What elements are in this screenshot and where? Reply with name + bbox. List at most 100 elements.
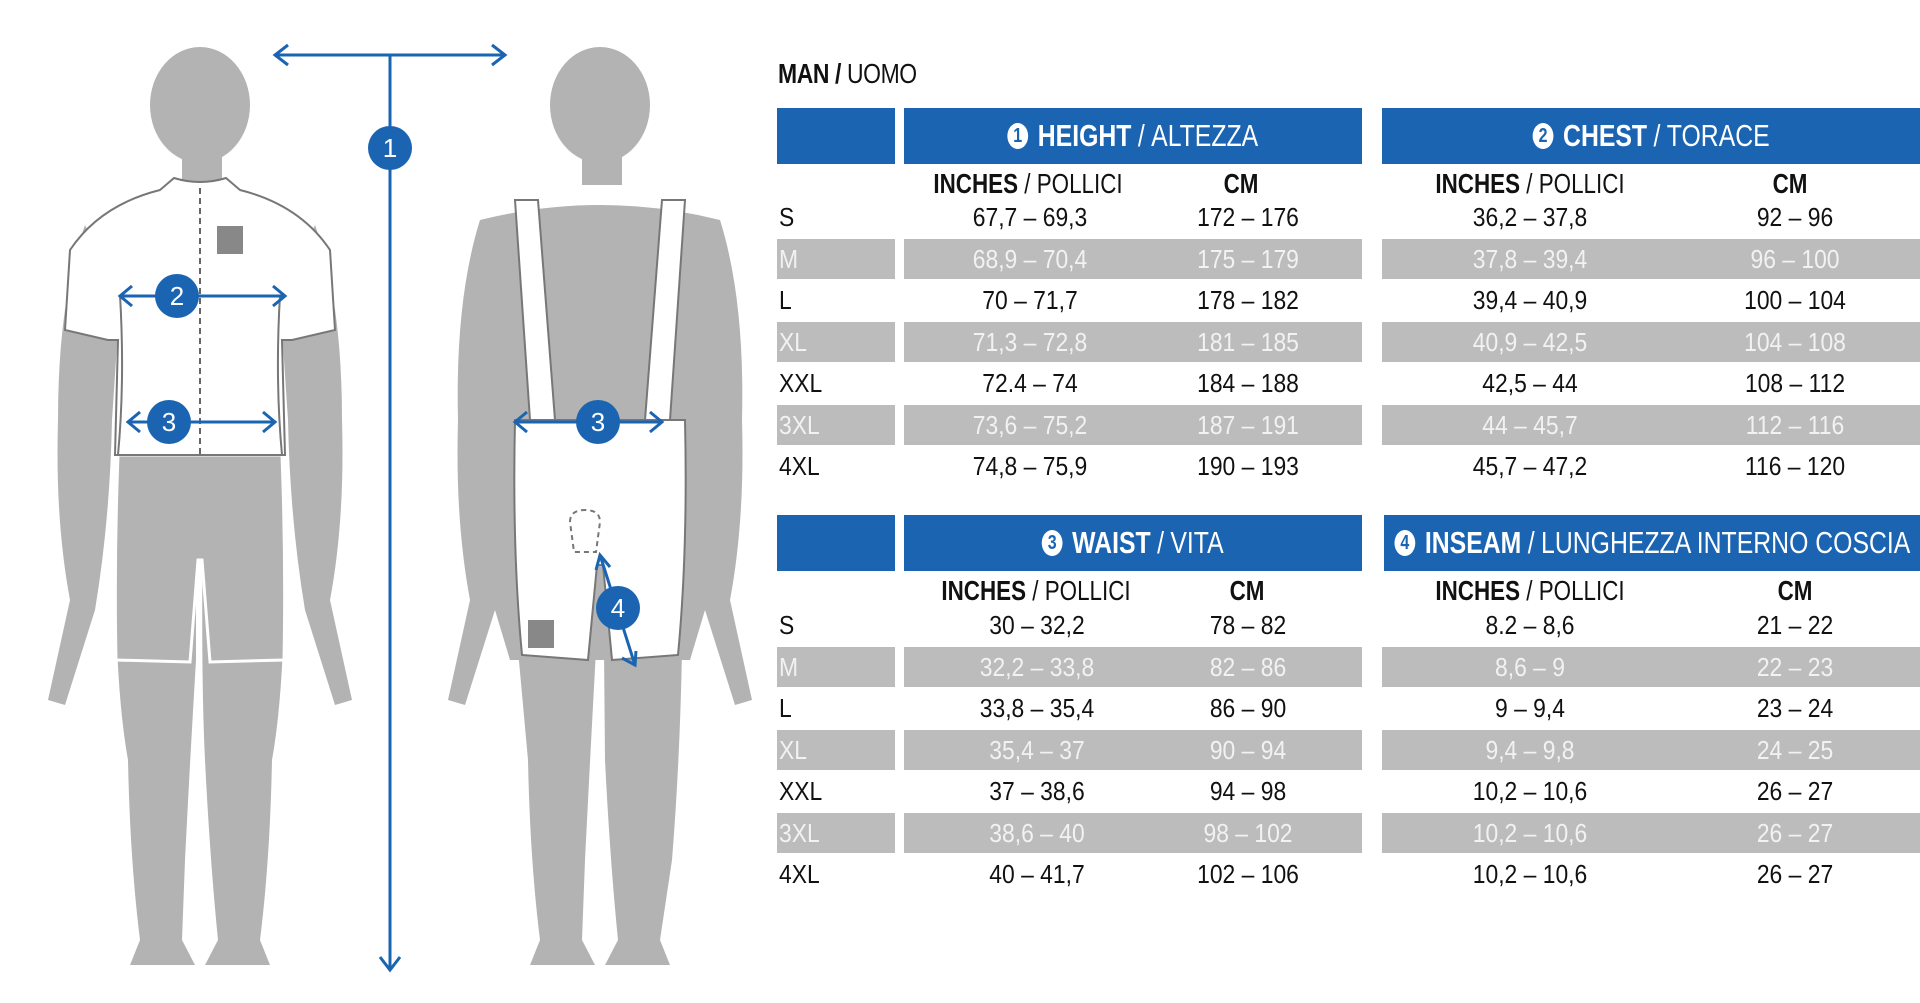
- unit-inches: INCHES / POLLICI: [941, 575, 1131, 606]
- header-corner: [777, 108, 895, 164]
- row-stripe: [1382, 238, 1920, 279]
- unit-inches: INCHES / POLLICI: [1435, 575, 1625, 606]
- size-label: XXL: [779, 776, 823, 806]
- table-cell: 33,8 – 35,4: [979, 693, 1095, 723]
- unit-inches: INCHES / POLLICI: [1435, 168, 1625, 199]
- table-cell: 23 – 24: [1756, 693, 1834, 723]
- row-stripe: [1382, 646, 1920, 687]
- table-cell: 74,8 – 75,9: [972, 451, 1088, 481]
- table-cell: 178 – 182: [1197, 285, 1299, 315]
- header-waist: 3 WAIST / VITA: [904, 515, 1362, 571]
- unit-cm: CM: [1772, 168, 1808, 199]
- unit-cm: CM: [1777, 575, 1813, 606]
- header-chest: 2 CHEST / TORACE: [1382, 108, 1920, 164]
- table-cell: 90 – 94: [1209, 734, 1287, 765]
- table-cell: 37,8 – 39,4: [1472, 243, 1588, 274]
- table-cell: 94 – 98: [1209, 776, 1287, 806]
- table-cell: 26 – 27: [1756, 859, 1834, 889]
- table-cell: 10,2 – 10,6: [1472, 859, 1588, 889]
- table-cell: 26 – 27: [1756, 776, 1834, 806]
- row-stripe: [904, 646, 1362, 687]
- table-cell: 92 – 96: [1756, 202, 1834, 232]
- size-label: M: [779, 243, 799, 274]
- size-label: S: [779, 610, 795, 640]
- size-label: XL: [779, 326, 807, 357]
- table-cell: 82 – 86: [1209, 651, 1287, 682]
- size-label: 4XL: [779, 451, 820, 481]
- table-cell: 45,7 – 47,2: [1472, 451, 1588, 481]
- header-height: 1 HEIGHT / ALTEZZA: [904, 108, 1362, 164]
- table-cell: 35,4 – 37: [989, 734, 1085, 765]
- row-stripe: [777, 729, 895, 770]
- marker-waist-front: 3: [147, 400, 191, 444]
- table-cell: 96 – 100: [1750, 243, 1840, 274]
- row-stripe: [777, 646, 895, 687]
- table-cell: 172 – 176: [1197, 202, 1299, 232]
- table-cell: 71,3 – 72,8: [972, 326, 1088, 357]
- row-stripe: [1382, 729, 1920, 770]
- table-cell: 24 – 25: [1756, 734, 1834, 765]
- size-label: L: [779, 693, 792, 723]
- table-cell: 8.2 – 8,6: [1485, 610, 1575, 640]
- row-stripe: [1382, 404, 1920, 445]
- figures-illustration: 1 2 3 3 4: [0, 0, 760, 998]
- table-cell: 181 – 185: [1197, 326, 1299, 357]
- table-cell: 112 – 116: [1745, 409, 1845, 440]
- table-cell: 70 – 71,7: [982, 285, 1078, 315]
- table-cell: 104 – 108: [1744, 326, 1846, 357]
- table-cell: 98 – 102: [1203, 817, 1293, 848]
- table-cell: 10,2 – 10,6: [1472, 776, 1588, 806]
- size-label: 3XL: [779, 817, 820, 848]
- table-cell: 44 – 45,7: [1482, 409, 1578, 440]
- table-cell: 184 – 188: [1197, 368, 1299, 398]
- table-cell: 102 – 106: [1197, 859, 1299, 889]
- table-cell: 68,9 – 70,4: [972, 243, 1088, 274]
- table-cell: 30 – 32,2: [989, 610, 1085, 640]
- table-cell: 9 – 9,4: [1495, 693, 1565, 723]
- table-cell: 86 – 90: [1209, 693, 1287, 723]
- table-cell: 39,4 – 40,9: [1472, 285, 1588, 315]
- row-stripe: [904, 238, 1362, 279]
- header-inseam: 4 INSEAM / LUNGHEZZA INTERNO COSCIA: [1384, 515, 1920, 571]
- table-cell: 40 – 41,7: [989, 859, 1085, 889]
- marker-inseam: 4: [596, 586, 640, 630]
- table-cell: 10,2 – 10,6: [1472, 817, 1588, 848]
- table-cell: 42,5 – 44: [1482, 368, 1578, 398]
- table-cell: 175 – 179: [1197, 243, 1299, 274]
- unit-cm: CM: [1223, 168, 1259, 199]
- row-stripe: [904, 729, 1362, 770]
- table-cell: 26 – 27: [1756, 817, 1834, 848]
- table-cell: 40,9 – 42,5: [1472, 326, 1588, 357]
- unit-inches: INCHES / POLLICI: [933, 168, 1123, 199]
- row-stripe: [1382, 321, 1920, 362]
- size-label: S: [779, 202, 795, 232]
- size-label: L: [779, 285, 792, 315]
- size-label: XXL: [779, 368, 823, 398]
- row-stripe: [904, 404, 1362, 445]
- row-stripe: [904, 812, 1362, 853]
- size-label: XL: [779, 734, 807, 765]
- table-cell: 8,6 – 9: [1495, 651, 1565, 682]
- size-label: 3XL: [779, 409, 820, 440]
- table-cell: 9,4 – 9,8: [1485, 734, 1575, 765]
- table-cell: 32,2 – 33,8: [979, 651, 1095, 682]
- table-cell: 73,6 – 75,2: [972, 409, 1088, 440]
- table-cell: 22 – 23: [1756, 651, 1834, 682]
- marker-chest: 2: [155, 274, 199, 318]
- table-cell: 78 – 82: [1209, 610, 1287, 640]
- marker-height: 1: [368, 126, 412, 170]
- size-chart: MAN / UOMO 1 HEIGHT / ALTEZZA 2 CHEST / TORA…: [775, 0, 1920, 998]
- row-stripe: [777, 321, 895, 362]
- header-corner: [777, 515, 895, 571]
- row-stripe: [777, 238, 895, 279]
- table-cell: 108 – 112: [1744, 368, 1846, 398]
- row-stripe: [777, 404, 895, 445]
- table-cell: 67,7 – 69,3: [972, 202, 1088, 232]
- unit-cm: CM: [1229, 575, 1265, 606]
- page-title: MAN / UOMO: [778, 58, 917, 89]
- table-cell: 100 – 104: [1744, 285, 1846, 315]
- size-label: M: [779, 651, 799, 682]
- table-cell: 116 – 120: [1744, 451, 1846, 481]
- table-cell: 36,2 – 37,8: [1472, 202, 1588, 232]
- size-label: 4XL: [779, 859, 820, 889]
